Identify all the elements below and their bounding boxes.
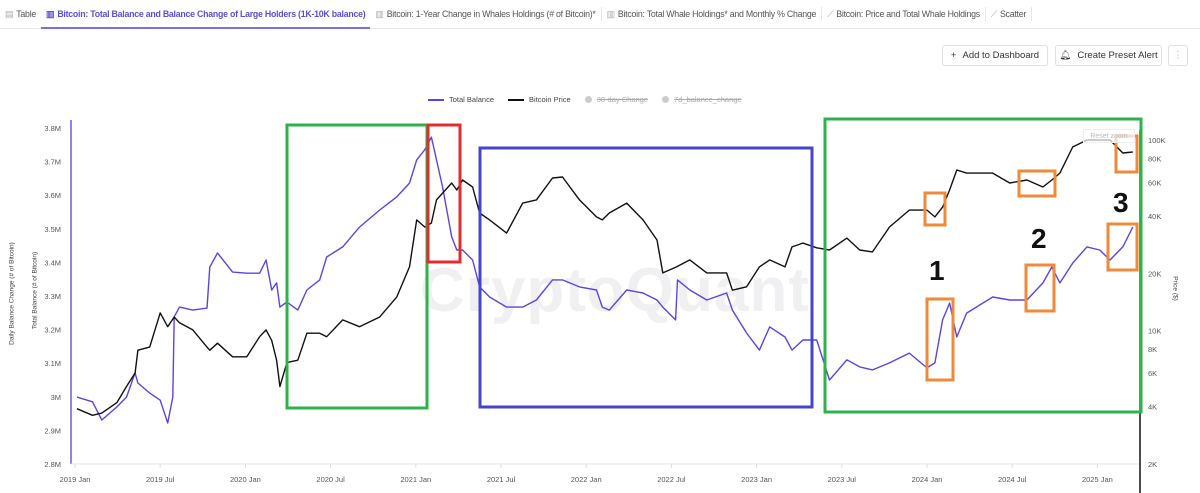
x-tick-label: 2021 Jul — [487, 475, 516, 484]
y-right-tick-label: 60K — [1148, 178, 1161, 187]
y-right-tick-label: 4K — [1148, 403, 1157, 412]
legend-item-bitcoin-price[interactable]: Bitcoin Price — [508, 95, 571, 104]
x-tick-label: 2022 Jul — [657, 475, 686, 484]
total-balance-line — [76, 136, 1134, 424]
x-tick-label: 2024 Jul — [998, 475, 1027, 484]
y-right-tick-label: 8K — [1148, 345, 1157, 354]
legend-label: Bitcoin Price — [529, 95, 571, 104]
x-tick-label: 2019 Jan — [60, 475, 91, 484]
tab-label: Bitcoin: Total Whale Holdings* and Month… — [617, 9, 817, 19]
create-preset-alert-button[interactable]: 🔔︎ Create Preset Alert — [1055, 45, 1162, 66]
y-left-tick-label: 3.4M — [44, 258, 61, 267]
chart-tabs: ▤ Table ▥ Bitcoin: Total Balance and Balan… — [0, 0, 1200, 29]
y-left-tick-label: 3.8M — [44, 124, 61, 133]
tab-price-holdings[interactable]: ⟋ Bitcoin: Price and Total Whale Holdings — [822, 0, 985, 28]
tab-table[interactable]: ▤ Table — [0, 0, 41, 28]
y-left-tick-label: 3.1M — [44, 359, 61, 368]
y-right-tick-label: 100K — [1148, 136, 1166, 145]
button-label: Add to Dashboard — [962, 50, 1040, 61]
x-tick-label: 2021 Jan — [400, 475, 431, 484]
button-label: Create Preset Alert — [1077, 50, 1158, 61]
x-tick-label: 2019 Jul — [146, 475, 175, 484]
y-left-tick-label: 2.8M — [44, 460, 61, 469]
line-chart-icon: ⟋ — [827, 8, 834, 19]
tab-label: Table — [16, 9, 37, 19]
y-right-tick-label: 2K — [1148, 460, 1157, 469]
y-right-tick-label: 80K — [1148, 154, 1161, 163]
annotation-label-2: 2 — [1031, 223, 1047, 254]
chart-legend: Total Balance Bitcoin Price 30-day Chang… — [428, 95, 750, 104]
x-tick-label: 2022 Jan — [571, 475, 602, 484]
plus-icon: + — [950, 50, 957, 61]
x-tick-label: 2023 Jan — [741, 475, 772, 484]
legend-label: 30-day Change — [596, 95, 649, 104]
tab-divider — [1031, 7, 1033, 21]
legend-line-swatch — [428, 98, 444, 101]
tab-label: Scatter — [999, 9, 1027, 19]
x-tick-label: 2020 Jul — [316, 475, 345, 484]
table-icon: ▤ — [5, 8, 14, 19]
bitcoin-price-line — [76, 139, 1133, 416]
annotation-box-green — [823, 117, 1143, 414]
annotation-box-blue — [478, 146, 814, 409]
tab-label: Bitcoin: Total Balance and Balance Chang… — [57, 9, 366, 19]
legend-label: Total Balance — [449, 95, 495, 104]
legend-item-30-day-change[interactable]: 30-day Change — [584, 95, 649, 104]
y-left-tick-label: 3.6M — [44, 191, 61, 200]
watermark: CryptoQuant — [420, 256, 810, 325]
legend-item-total-balance[interactable]: Total Balance — [428, 95, 494, 104]
y-right-tick-label: 20K — [1148, 269, 1161, 278]
tab-label: Bitcoin: Price and Total Whale Holdings — [836, 9, 980, 19]
annotation-box-orange — [923, 191, 947, 227]
more-options-button[interactable]: ⋮ — [1168, 45, 1188, 66]
line-chart-icon: ⟋ — [990, 8, 997, 19]
add-to-dashboard-button[interactable]: + Add to Dashboard — [942, 45, 1048, 66]
bar-chart-icon: ▥ — [46, 8, 55, 19]
tab-total-balance[interactable]: ▥ Bitcoin: Total Balance and Balance Chan… — [41, 0, 371, 29]
tab-1y-change[interactable]: ▥ Bitcoin: 1-Year Change in Whales Holdin… — [370, 0, 600, 28]
tab-divider — [600, 7, 602, 21]
tab-divider — [984, 7, 986, 21]
x-tick-label: 2023 Jul — [828, 475, 857, 484]
y-left-tick-label: 3M — [51, 393, 61, 402]
more-icon: ⋮ — [1173, 50, 1183, 61]
bar-chart-icon: ▥ — [375, 8, 384, 19]
y-left-tick-label: 2.9M — [44, 426, 61, 435]
annotation-box-orange — [925, 297, 955, 382]
y-left-tick-label: 3.5M — [44, 225, 61, 234]
y-right-tick-label: 40K — [1148, 212, 1161, 221]
annotation-box-orange — [1106, 222, 1139, 272]
legend-dot-swatch — [584, 96, 592, 103]
y-right-tick-label: 6K — [1148, 369, 1157, 378]
annotation-box-orange — [1017, 169, 1057, 198]
tab-scatter[interactable]: ⟋ Scatter — [986, 0, 1031, 28]
annotation-label-1: 1 — [929, 255, 945, 286]
annotation-box-green — [285, 123, 429, 410]
legend-line-swatch — [508, 98, 525, 101]
legend-item-7d-balance-change[interactable]: 7d_balance_change — [662, 95, 742, 104]
legend-dot-swatch — [662, 96, 670, 103]
tab-divider — [821, 7, 823, 21]
x-tick-label: 2020 Jan — [230, 475, 261, 484]
x-tick-label: 2024 Jan — [912, 475, 943, 484]
y-left-tick-label: 3.7M — [44, 158, 61, 167]
legend-label: 7d_balance_change — [674, 95, 742, 104]
y-left-tick-label: 3.3M — [44, 292, 61, 301]
tab-label: Bitcoin: 1-Year Change in Whales Holding… — [386, 9, 596, 19]
annotation-box-red — [426, 123, 462, 264]
y-right-tick-label: 10K — [1148, 327, 1161, 336]
x-tick-label: 2025 Jan — [1082, 475, 1113, 484]
annotation-box-orange — [1024, 263, 1056, 313]
y-left-tick-label: 3.2M — [44, 326, 61, 335]
annotation-label-3: 3 — [1113, 187, 1129, 218]
tab-whale-holdings[interactable]: ▥ Bitcoin: Total Whale Holdings* and Mont… — [602, 0, 822, 28]
reset-zoom-button[interactable]: Reset zoom — [1083, 129, 1135, 143]
bell-icon: 🔔︎ — [1059, 50, 1072, 61]
bar-chart-icon: ▥ — [606, 8, 616, 19]
